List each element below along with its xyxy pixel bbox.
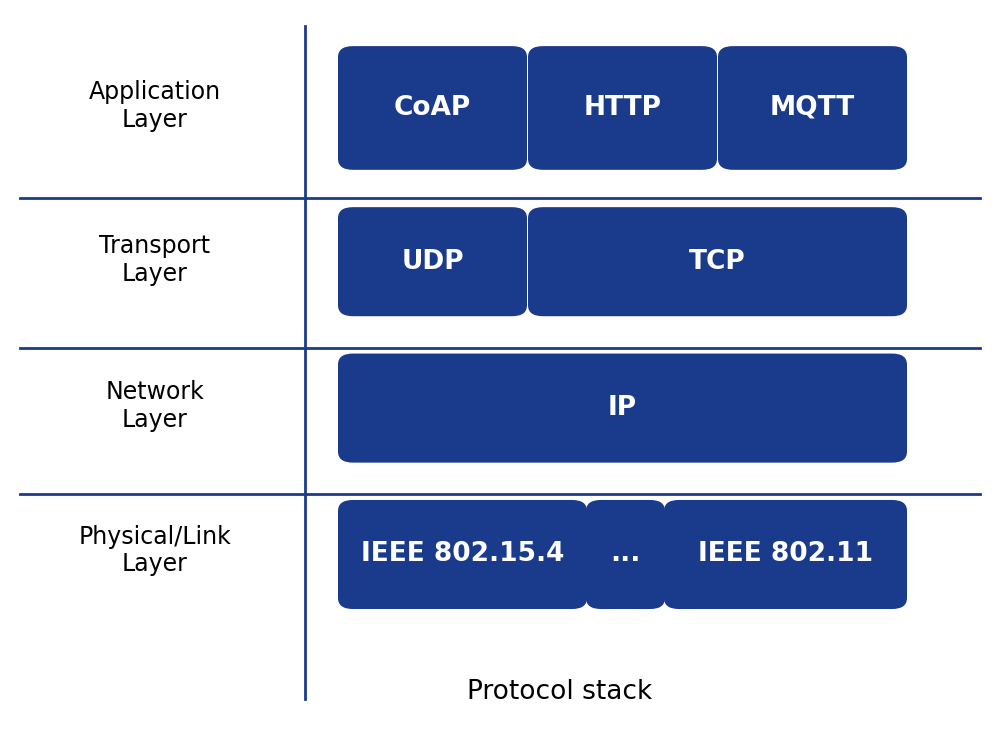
FancyBboxPatch shape <box>338 354 907 463</box>
Text: ...: ... <box>610 542 641 567</box>
Text: Protocol stack: Protocol stack <box>467 679 653 705</box>
Text: Application
Layer: Application Layer <box>89 81 221 132</box>
Text: HTTP: HTTP <box>584 95 662 121</box>
Text: UDP: UDP <box>401 249 464 274</box>
Text: Network
Layer: Network Layer <box>106 381 204 432</box>
Text: MQTT: MQTT <box>770 95 855 121</box>
FancyBboxPatch shape <box>338 46 527 170</box>
Text: IEEE 802.15.4: IEEE 802.15.4 <box>361 542 564 567</box>
Text: Physical/Link
Layer: Physical/Link Layer <box>79 525 231 576</box>
Text: Transport
Layer: Transport Layer <box>99 234 211 285</box>
FancyBboxPatch shape <box>338 207 527 316</box>
Text: CoAP: CoAP <box>394 95 471 121</box>
Text: TCP: TCP <box>689 249 746 274</box>
FancyBboxPatch shape <box>718 46 907 170</box>
FancyBboxPatch shape <box>586 500 665 609</box>
FancyBboxPatch shape <box>528 46 717 170</box>
FancyBboxPatch shape <box>664 500 907 609</box>
Text: IP: IP <box>608 395 637 421</box>
FancyBboxPatch shape <box>338 500 587 609</box>
FancyBboxPatch shape <box>528 207 907 316</box>
Text: IEEE 802.11: IEEE 802.11 <box>698 542 873 567</box>
